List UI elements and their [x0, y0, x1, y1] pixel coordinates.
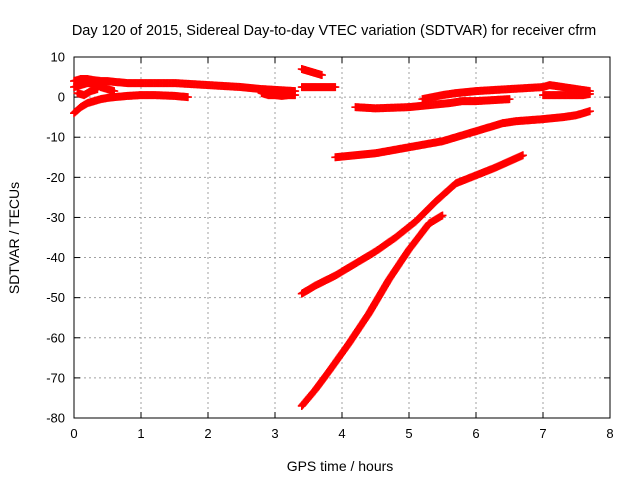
data-point [518, 151, 527, 160]
x-tick-label: 8 [606, 426, 613, 441]
y-tick-label: -50 [46, 290, 65, 305]
chart-title: Day 120 of 2015, Sidereal Day-to-day VTE… [72, 23, 596, 39]
y-tick-label: -20 [46, 170, 65, 185]
data-point [585, 89, 594, 98]
grid-lines [74, 57, 610, 418]
y-tick-label: 10 [51, 50, 65, 65]
data-point [585, 107, 594, 116]
y-tick-label: -30 [46, 210, 65, 225]
x-tick-label: 3 [271, 426, 278, 441]
y-tick-label: -60 [46, 330, 65, 345]
y-axis-label: SDTVAR / TECUs [6, 182, 22, 294]
x-tick-label: 4 [338, 426, 345, 441]
x-tick-label: 0 [70, 426, 77, 441]
data-point [291, 91, 300, 100]
y-tick-label: -80 [46, 411, 65, 426]
x-tick-label: 6 [472, 426, 479, 441]
y-tick-label: -40 [46, 250, 65, 265]
x-tick-label: 2 [204, 426, 211, 441]
axes: 0 1 2 3 4 5 6 7 8 -80 -70 -60 -50 -40 -30 -20 -10 0 10 [46, 50, 613, 442]
y-tick-label: -10 [46, 130, 65, 145]
data-point [331, 83, 340, 92]
data-point [438, 211, 447, 220]
data-point [93, 85, 102, 94]
x-tick-label: 7 [539, 426, 546, 441]
x-tick-label: 1 [137, 426, 144, 441]
y-tick-label: 0 [58, 90, 65, 105]
x-tick-label: 5 [405, 426, 412, 441]
y-tick-label: -70 [46, 370, 65, 385]
data-point [183, 93, 192, 102]
data-points [70, 65, 594, 410]
data-point [110, 87, 119, 96]
data-point [505, 95, 514, 104]
data-point [317, 71, 326, 80]
x-axis-label: GPS time / hours [287, 458, 394, 474]
